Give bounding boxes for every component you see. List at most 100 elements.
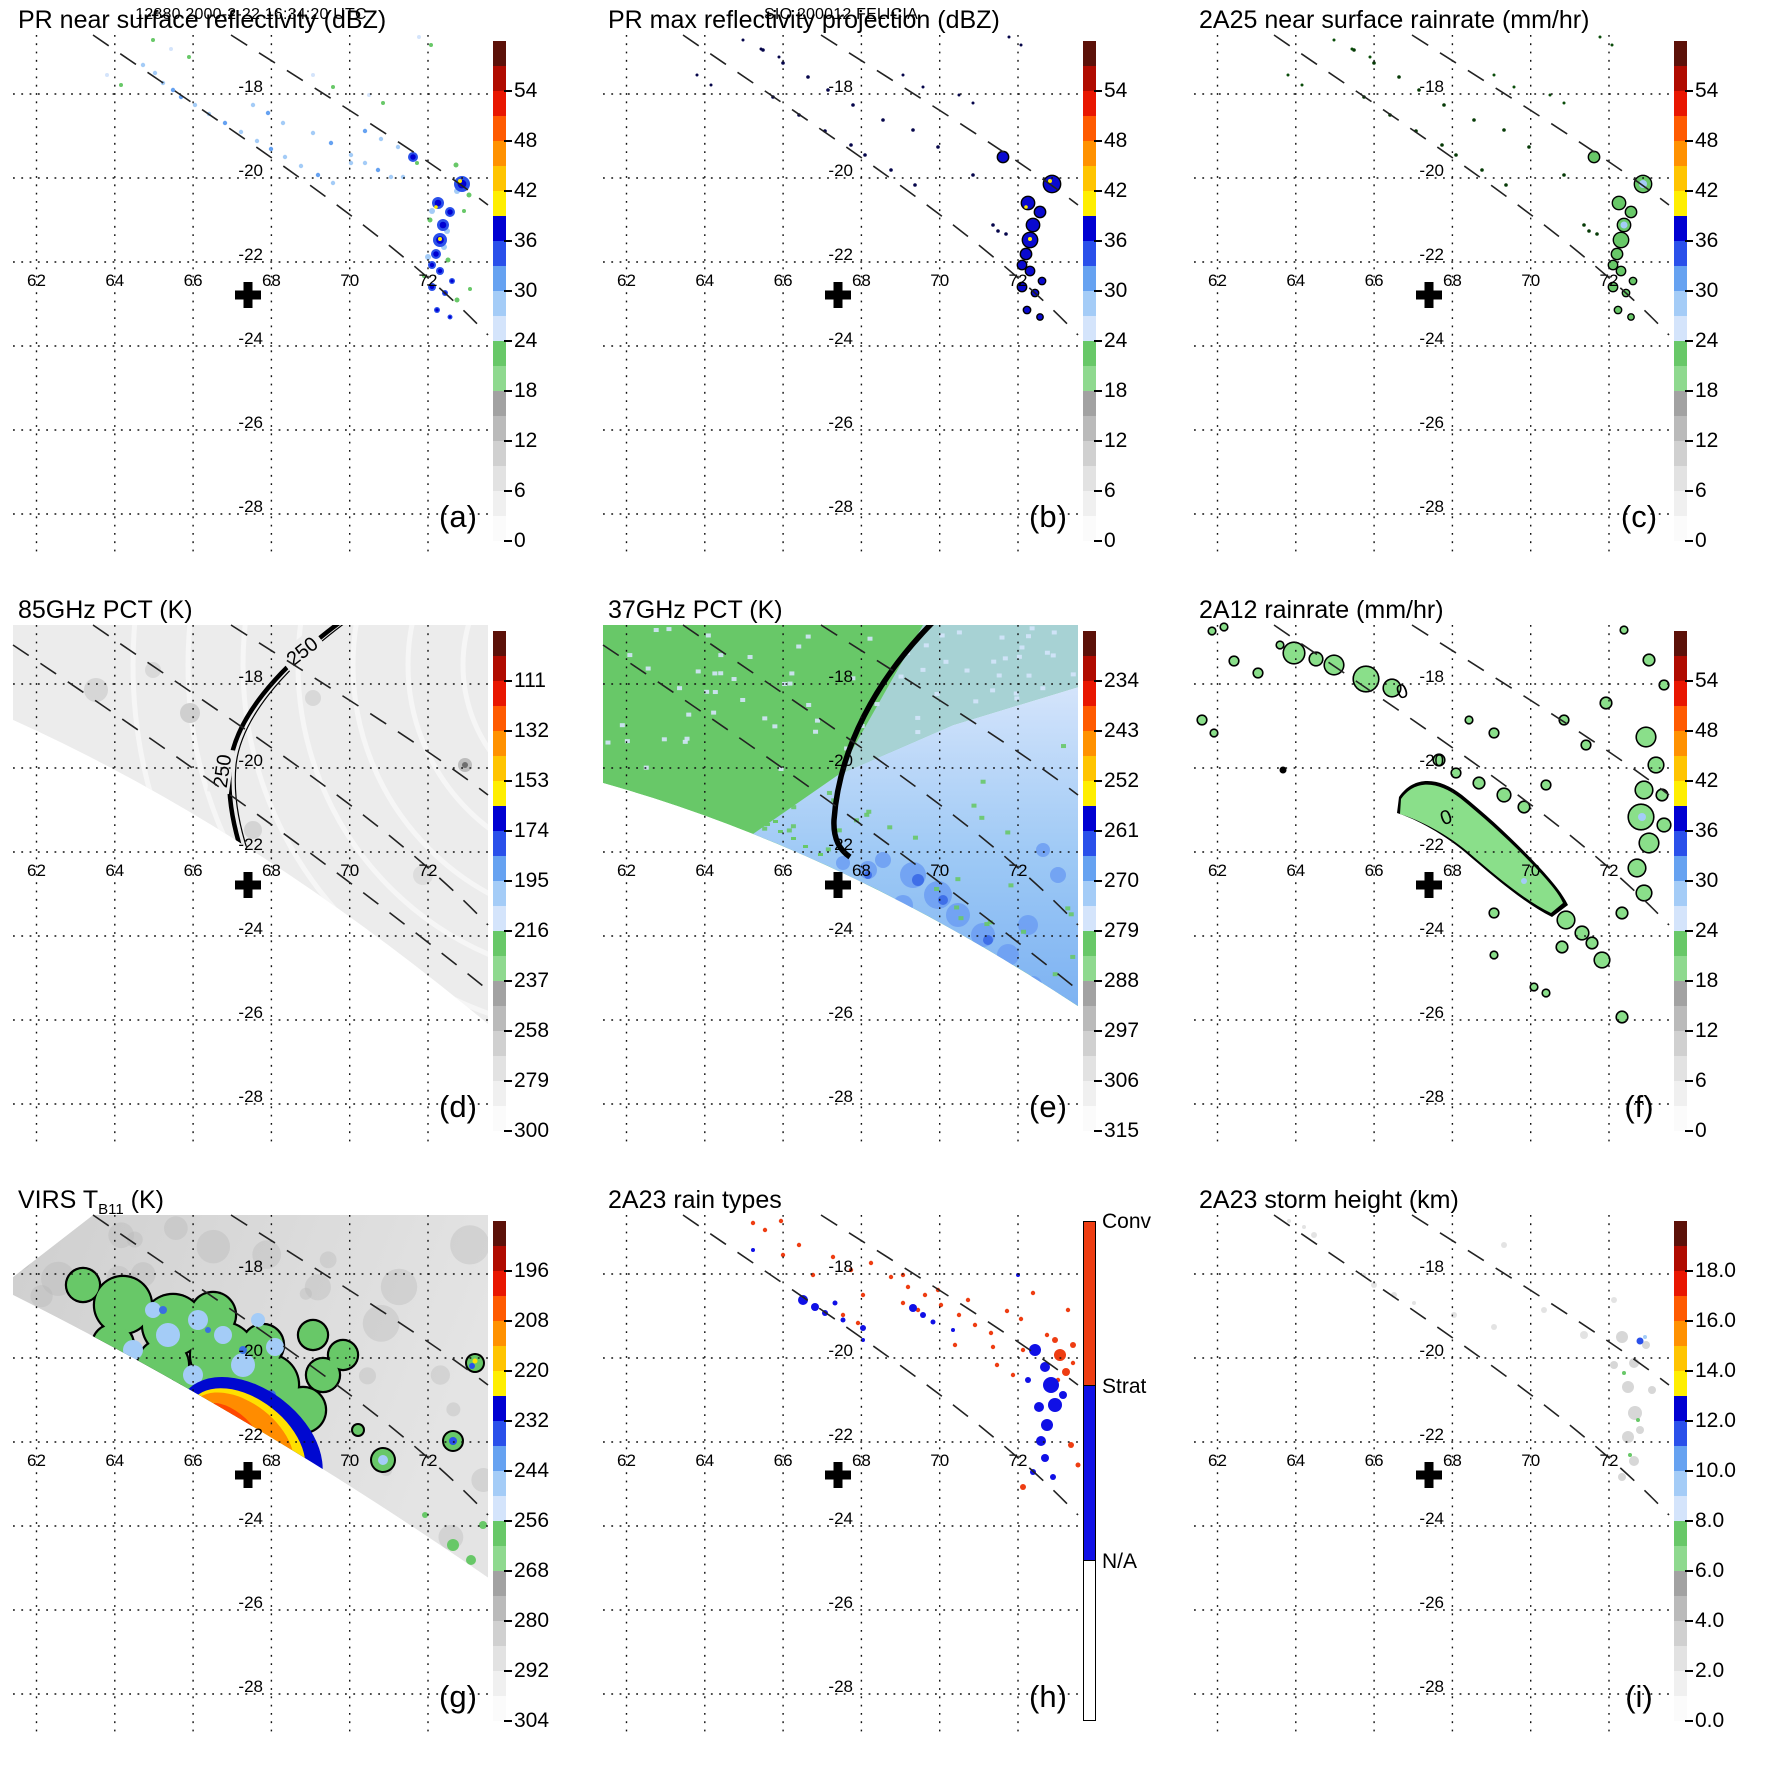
colorbar-tick-label: 315 bbox=[1104, 1119, 1140, 1142]
map-plot: 62 64 66 68 70 72 -18 -20 -22 -24 -26 -28 (a) bbox=[13, 34, 489, 553]
colorbar-tick-mark bbox=[1094, 540, 1102, 542]
svg-text:72: 72 bbox=[1600, 271, 1619, 290]
grid-lines bbox=[1194, 1215, 1670, 1733]
colorbar-tick-label: 268 bbox=[514, 1559, 550, 1582]
colorbar-tick-mark bbox=[1094, 390, 1102, 392]
panel-letter-label: (i) bbox=[1625, 1679, 1653, 1714]
storm-center-plus-marker bbox=[825, 1462, 851, 1488]
storm-center-plus-marker bbox=[235, 282, 261, 308]
panel-letter-label: (a) bbox=[439, 499, 477, 534]
svg-text:-24: -24 bbox=[1419, 919, 1444, 938]
colorbar-tick-label: 30 bbox=[1695, 869, 1719, 892]
panel-letter-label: (d) bbox=[439, 1089, 477, 1124]
colorbar-tick-label: 12 bbox=[1695, 429, 1719, 452]
svg-text:-28: -28 bbox=[238, 1677, 263, 1696]
colorbar-tick-label: 244 bbox=[514, 1459, 550, 1482]
svg-text:70: 70 bbox=[930, 1451, 949, 1470]
colorbar-tick-mark bbox=[1685, 1520, 1693, 1522]
panel-i: 2A23 storm height (km) 62 64 66 68 70 72 -18 -20… bbox=[1181, 1180, 1771, 1771]
svg-text:-22: -22 bbox=[828, 245, 853, 264]
swath-edge-dashed-lines bbox=[1273, 1214, 1670, 1516]
svg-text:68: 68 bbox=[1443, 1451, 1462, 1470]
colorbar-tick-mark bbox=[504, 1620, 512, 1622]
storm-center-plus-marker bbox=[1416, 282, 1442, 308]
svg-text:-20: -20 bbox=[828, 161, 853, 180]
colorbar-tick-label: 153 bbox=[514, 769, 550, 792]
axis-tick-labels: 62 64 66 68 70 72 -18 -20 -22 -24 -26 -28 bbox=[617, 667, 1027, 1106]
colorbar-tick-label: 132 bbox=[514, 719, 550, 742]
colorbar-tick-label: 6 bbox=[514, 479, 526, 502]
svg-text:64: 64 bbox=[105, 271, 124, 290]
colorbar-tick-mark bbox=[504, 1570, 512, 1572]
svg-text:72: 72 bbox=[1600, 861, 1619, 880]
colorbar-tick-mark bbox=[1685, 1080, 1693, 1082]
swath-edge-dashed-lines bbox=[12, 624, 489, 991]
colorbar-tick-mark bbox=[1094, 730, 1102, 732]
svg-text:64: 64 bbox=[105, 1451, 124, 1470]
colorbar-tick-mark bbox=[1685, 1420, 1693, 1422]
svg-text:-24: -24 bbox=[828, 919, 853, 938]
colorbar-tick-label: 8.0 bbox=[1695, 1509, 1725, 1532]
precip-features bbox=[750, 1218, 1081, 1490]
colorbar-tick-mark bbox=[1685, 1030, 1693, 1032]
panel-letter-label: (b) bbox=[1029, 499, 1067, 534]
storm-center-plus-marker bbox=[235, 872, 261, 898]
colorbar-tick-mark bbox=[504, 440, 512, 442]
svg-text:62: 62 bbox=[27, 861, 46, 880]
storm-center-plus-marker bbox=[825, 872, 851, 898]
colorbar-tick-label: 54 bbox=[1695, 79, 1719, 102]
colorbar-tick-mark bbox=[504, 240, 512, 242]
svg-text:68: 68 bbox=[1443, 861, 1462, 880]
grid-lines bbox=[603, 35, 1079, 553]
colorbar-tick-label: 12.0 bbox=[1695, 1409, 1736, 1432]
colorbar-tick-label: 18 bbox=[1695, 379, 1719, 402]
panel-title: PR near surface reflectivity (dBZ) bbox=[18, 6, 387, 34]
colorbar-tick-mark bbox=[1094, 90, 1102, 92]
colorbar-tick-label: 280 bbox=[514, 1609, 550, 1632]
colorbar-tick-mark bbox=[1685, 390, 1693, 392]
swath-imagery bbox=[603, 625, 1078, 1007]
colorbar-tick-mark bbox=[1094, 1030, 1102, 1032]
colorbar-tick-mark bbox=[1094, 980, 1102, 982]
axis-tick-labels: 62 64 66 68 70 72 -18 -20 -22 -24 -26 -28 bbox=[27, 77, 437, 516]
svg-text:-22: -22 bbox=[1419, 835, 1444, 854]
storm-name-header: SIO 200012 FELICIA bbox=[764, 6, 918, 23]
orbit-timestamp-header: 12880 2000-2-22 16:34:20 UTC bbox=[135, 6, 367, 23]
colorbar-tick-label: 6 bbox=[1695, 1069, 1707, 1092]
panel-f: 2A12 rainrate (mm/hr) 0 0 62 64 66 68 70 72 -18 -2… bbox=[1181, 590, 1771, 1181]
grid-lines bbox=[603, 1215, 1079, 1733]
colorbar-tick-label: 279 bbox=[514, 1069, 550, 1092]
colorbar-tick-label: 54 bbox=[1695, 669, 1719, 692]
colorbar-tick-label: 12 bbox=[1104, 429, 1128, 452]
colorbar-tick-label: 42 bbox=[514, 179, 538, 202]
colorbar-tick-label: 0.0 bbox=[1695, 1709, 1725, 1732]
svg-text:64: 64 bbox=[1286, 1451, 1305, 1470]
svg-text:-28: -28 bbox=[1419, 1087, 1444, 1106]
colorbar-tick-label: 42 bbox=[1695, 769, 1719, 792]
svg-text:-20: -20 bbox=[238, 1341, 263, 1360]
colorbar-tick-label: 6 bbox=[1104, 479, 1116, 502]
colorbar-tick-mark bbox=[1685, 880, 1693, 882]
svg-text:68: 68 bbox=[262, 861, 281, 880]
svg-text:66: 66 bbox=[184, 1451, 203, 1470]
panel-title: VIRS TB11 (K) bbox=[18, 1186, 164, 1218]
storm-center-plus-marker bbox=[1416, 1462, 1442, 1488]
colorbar-tick-mark bbox=[1685, 1270, 1693, 1272]
svg-text:-18: -18 bbox=[238, 667, 263, 686]
colorbar-tick-label: 42 bbox=[1104, 179, 1128, 202]
panel-title: 2A12 rainrate (mm/hr) bbox=[1199, 596, 1444, 624]
svg-text:-24: -24 bbox=[1419, 1509, 1444, 1528]
colorbar-tick-label: 30 bbox=[1695, 279, 1719, 302]
svg-text:68: 68 bbox=[1443, 271, 1462, 290]
colorbar-tick-mark bbox=[1094, 880, 1102, 882]
svg-text:-26: -26 bbox=[238, 413, 263, 432]
colorbar-tick-mark bbox=[504, 140, 512, 142]
svg-text:-22: -22 bbox=[828, 835, 853, 854]
axis-tick-labels: 62 64 66 68 70 72 -18 -20 -22 -24 -26 -28 bbox=[617, 1257, 1027, 1696]
colorbar-tick-mark bbox=[1685, 440, 1693, 442]
svg-text:-18: -18 bbox=[238, 1257, 263, 1276]
colorbar-tick-label: 10.0 bbox=[1695, 1459, 1736, 1482]
storm-center-plus-marker bbox=[825, 282, 851, 308]
svg-text:-26: -26 bbox=[238, 1003, 263, 1022]
colorbar-tick-label: 12 bbox=[1695, 1019, 1719, 1042]
